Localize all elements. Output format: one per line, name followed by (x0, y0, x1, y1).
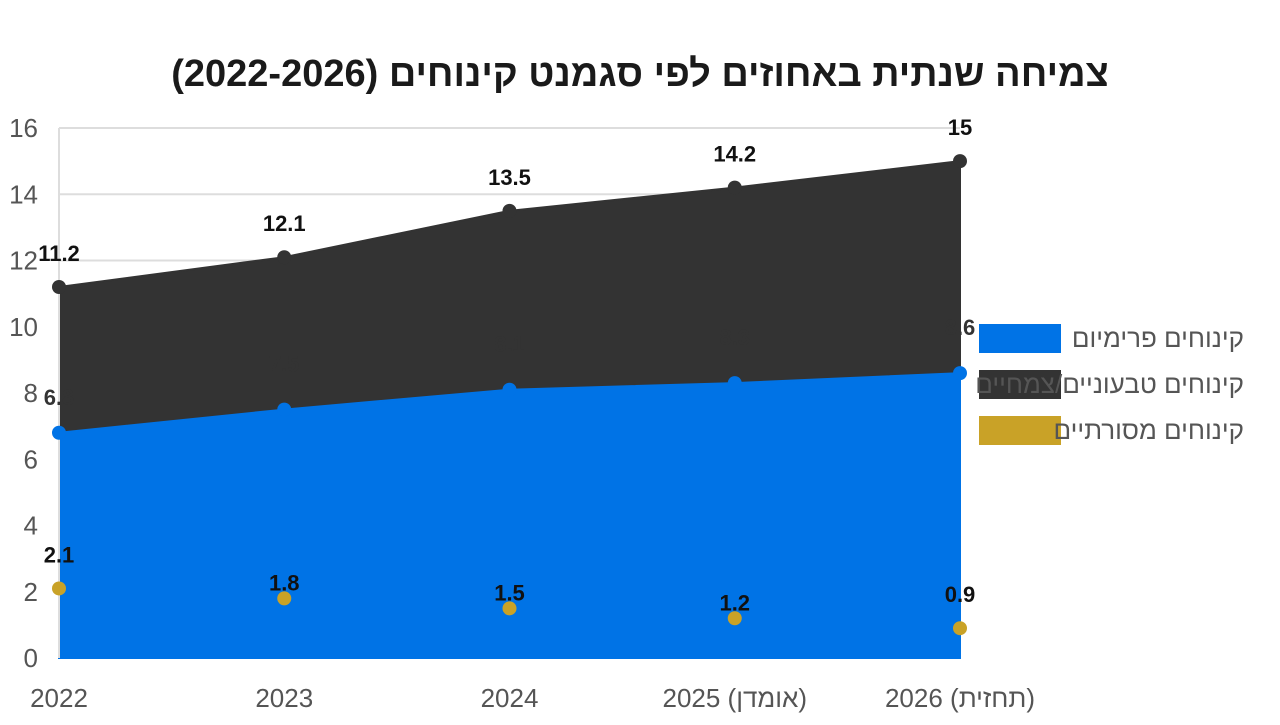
legend-label: קינוחים פרימיום (1072, 323, 1244, 353)
y-tick-label: 14 (9, 179, 38, 209)
data-point (277, 250, 292, 265)
data-point (727, 376, 742, 391)
area-premium (58, 372, 961, 659)
data-label: 1.8 (269, 570, 300, 595)
y-tick-label: 6 (24, 444, 38, 474)
data-label: 7.5 (269, 352, 300, 377)
data-label: 14.2 (713, 142, 756, 167)
chart-title: צמיחה שנתית באחוזים לפי סגמנט קינוחים (2… (171, 53, 1109, 95)
legend-swatch (979, 370, 1061, 399)
data-point (502, 203, 517, 218)
data-point (277, 402, 292, 417)
data-point (502, 601, 517, 616)
y-tick-label: 2 (24, 577, 38, 607)
data-point (52, 425, 66, 440)
legend: קינוחים פרימיום קינוחים טבעוניים/צמחיים קי… (975, 323, 1244, 445)
legend-swatch (979, 416, 1061, 445)
y-tick-label: 10 (9, 312, 38, 342)
data-label: 11.2 (38, 241, 80, 266)
data-label: 1.2 (719, 590, 750, 615)
data-label: 12.1 (263, 211, 306, 236)
axes: 0 2 4 6 8 10 12 14 16 2022 2023 2024 2025 (אומדן) 202… (9, 113, 1035, 713)
data-label: 15 (948, 115, 972, 140)
series-areas (58, 160, 961, 659)
x-tick-label: 2023 (255, 683, 313, 713)
legend-swatch (979, 324, 1061, 353)
y-tick-label: 12 (9, 246, 38, 276)
data-point (953, 154, 967, 169)
y-tick-label: 0 (24, 643, 38, 673)
x-tick-label: 2025 (אומדן) (662, 683, 807, 713)
x-tick-label: 2026 (תחזית) (885, 683, 1035, 713)
data-point (953, 621, 967, 636)
x-tick-label: 2024 (481, 683, 539, 713)
legend-label: קינוחים מסורתיים (1053, 415, 1244, 445)
data-label: 8.6 (945, 315, 976, 340)
data-label: 8.1 (494, 332, 525, 357)
y-tick-label: 4 (24, 511, 38, 541)
data-labels: 6.8 7.5 8.1 8.3 8.6 11.2 12.1 13.5 14.2 15 2.1 1.8 1… (38, 115, 975, 615)
data-label: 13.5 (488, 165, 531, 190)
x-tick-label: 2022 (30, 683, 88, 713)
series-points (52, 154, 967, 636)
legend-label: קינוחים טבעוניים/צמחיים (975, 369, 1244, 399)
data-point (953, 366, 967, 381)
data-point (52, 280, 66, 294)
data-label: 6.8 (44, 385, 75, 410)
data-point (52, 581, 66, 596)
y-tick-label: 8 (24, 378, 38, 408)
data-point (727, 180, 742, 195)
data-point (727, 611, 742, 626)
data-label: 0.9 (945, 582, 976, 607)
data-point (277, 591, 292, 606)
y-tick-label: 16 (9, 113, 38, 143)
data-label: 1.5 (494, 580, 525, 605)
data-label: 8.3 (719, 325, 750, 350)
data-label: 2.1 (44, 542, 75, 567)
data-point (502, 382, 517, 397)
